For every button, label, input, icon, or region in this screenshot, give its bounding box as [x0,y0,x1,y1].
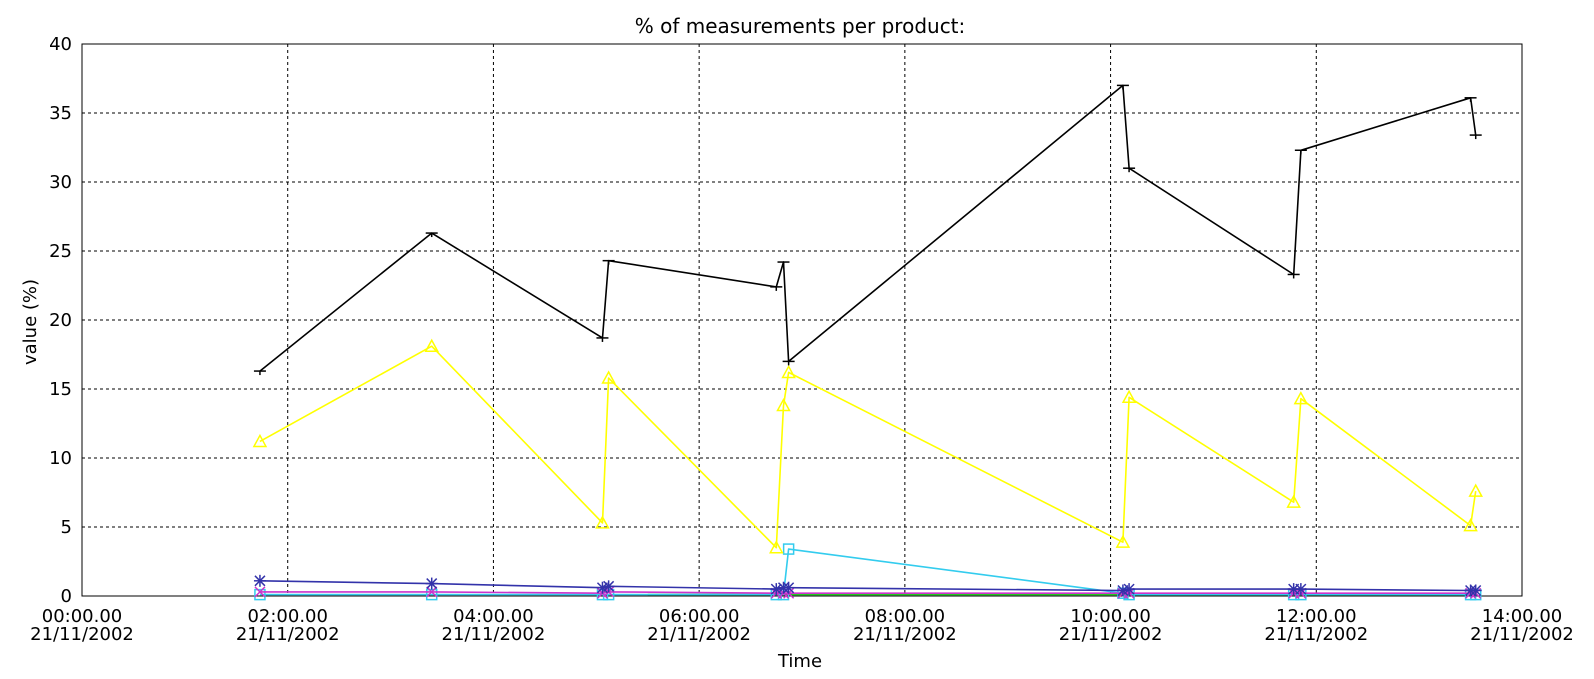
data-point [601,370,616,384]
data-point-bar [426,578,438,590]
plot-area: 051015202530354000:00.0021/11/200202:00.… [30,34,1574,645]
y-tick-label: 25 [49,241,72,262]
series-0 [253,84,1482,376]
data-point [782,543,795,555]
data-point [425,588,438,601]
x-tick-label-time: 04:00.00 [453,606,534,627]
x-tick-label-date: 21/11/2002 [1059,624,1163,645]
x-axis-label: Time [777,651,822,672]
data-point [1463,518,1478,532]
y-axis-label: value (%) [20,279,41,365]
data-point-bar [1470,584,1482,597]
data-point [254,588,266,601]
data-point [781,364,796,379]
data-point [595,515,610,529]
data-point [1286,494,1301,508]
data-point [776,397,791,412]
data-point [1115,534,1131,548]
x-tick-label-time: 06:00.00 [659,606,740,627]
data-point-bar [1295,583,1307,595]
data-point-bar [1123,583,1135,595]
y-tick-label: 10 [49,448,72,469]
x-tick-label-time: 10:00.00 [1070,606,1151,627]
x-tick-label-date: 21/11/2002 [442,624,546,645]
y-tick-label: 30 [49,172,72,193]
y-tick-label: 20 [49,310,72,331]
x-tick-label-date: 21/11/2002 [236,624,340,645]
data-point-bar [254,575,266,587]
y-tick-label: 0 [61,586,72,607]
data-point [769,540,784,554]
x-tick-label-date: 21/11/2002 [853,624,957,645]
data-point-bar [254,586,266,598]
x-tick-label-date: 21/11/2002 [1264,624,1368,645]
x-tick-label-time: 00:00.00 [42,606,123,627]
data-point [252,433,268,448]
y-tick-label: 40 [49,34,72,55]
data-point [1468,483,1483,497]
series-line [259,84,1477,372]
y-tick-label: 15 [49,379,72,400]
x-tick-label-date: 21/11/2002 [1470,624,1574,645]
data-point-bar [783,582,795,594]
data-point [1293,391,1309,405]
data-point-bar [426,586,438,598]
series-3 [253,574,1482,597]
chart-title: % of measurements per product: [635,14,966,38]
x-tick-label-time: 08:00.00 [865,606,946,627]
data-point-bar [770,583,782,595]
x-tick-label-time: 14:00.00 [1482,606,1563,627]
x-tick-label-date: 21/11/2002 [647,624,751,645]
x-tick-label-time: 12:00.00 [1276,606,1357,627]
series-1 [252,338,1483,554]
data-point [424,338,439,352]
y-tick-label: 35 [49,103,72,124]
x-tick-label-date: 21/11/2002 [30,624,134,645]
series-line [259,345,1477,549]
x-tick-label-time: 02:00.00 [247,606,328,627]
data-point [1121,389,1137,404]
data-point-bar [603,580,615,592]
plot-frame [81,43,1523,597]
y-tick-label: 5 [61,517,72,538]
